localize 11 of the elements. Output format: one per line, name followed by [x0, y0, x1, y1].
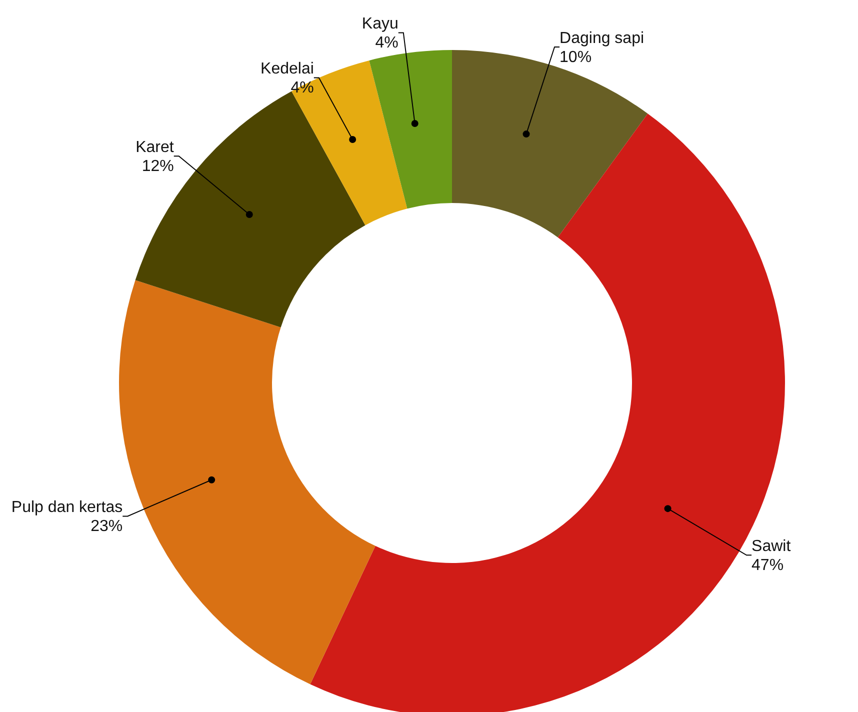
data-label: 23% — [90, 518, 123, 536]
slice-label: Pulp dan kertas — [11, 499, 123, 516]
slice-label: Kedelai — [260, 60, 314, 78]
data-label: 47% — [752, 557, 784, 574]
slice-label: Kayu — [362, 16, 398, 33]
data-label: 12% — [142, 158, 174, 176]
slice-label: Sawit — [752, 538, 792, 556]
slice-label: Daging sapi — [560, 30, 644, 48]
slice-label: Karet — [136, 139, 174, 156]
data-label: 4% — [375, 34, 398, 52]
data-label: 10% — [560, 49, 592, 66]
